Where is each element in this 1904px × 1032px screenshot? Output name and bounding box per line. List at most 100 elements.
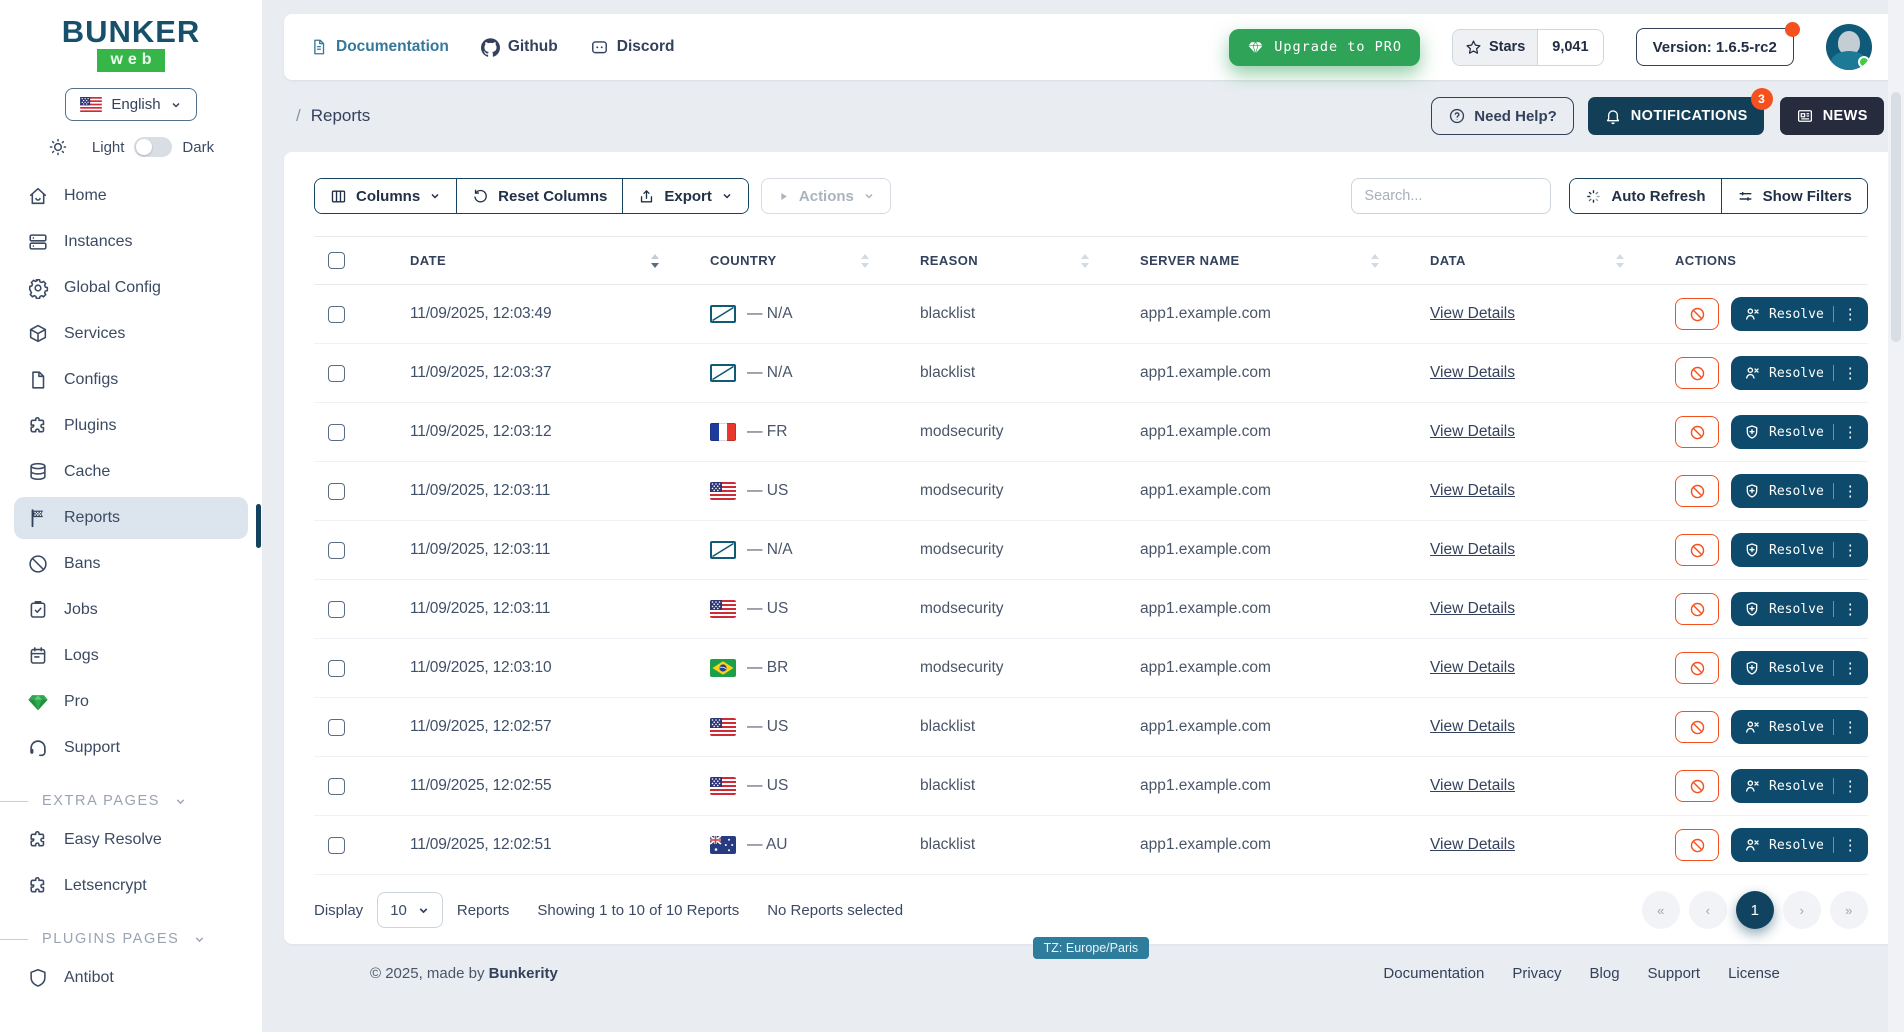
need-help-button[interactable]: Need Help? xyxy=(1431,97,1574,135)
scrollbar-thumb[interactable] xyxy=(1891,92,1901,342)
view-details-link[interactable]: View Details xyxy=(1430,364,1516,381)
row-checkbox[interactable] xyxy=(328,423,345,441)
footer-link-support[interactable]: Support xyxy=(1647,964,1701,982)
kebab-menu-icon[interactable]: ⋮ xyxy=(1842,717,1858,736)
sidebar-item-support[interactable]: Support xyxy=(14,727,248,769)
sidebar-item-configs[interactable]: Configs xyxy=(14,359,248,401)
ban-report-button[interactable] xyxy=(1675,711,1719,743)
row-checkbox[interactable] xyxy=(328,305,345,323)
documentation-link[interactable]: Documentation xyxy=(310,38,449,56)
notifications-button[interactable]: NOTIFICATIONS 3 xyxy=(1587,88,1773,135)
kebab-menu-icon[interactable]: ⋮ xyxy=(1842,540,1858,559)
ban-report-button[interactable] xyxy=(1675,534,1719,566)
resolve-button[interactable]: Resolve ⋮ xyxy=(1731,710,1868,744)
kebab-menu-icon[interactable]: ⋮ xyxy=(1842,363,1858,382)
resolve-button[interactable]: Resolve ⋮ xyxy=(1731,592,1868,626)
footer-link-license[interactable]: License xyxy=(1728,964,1780,982)
bunkerity-link[interactable]: Bunkerity xyxy=(488,964,558,982)
first-page-button[interactable]: « xyxy=(1641,891,1680,929)
resolve-button[interactable]: Resolve ⋮ xyxy=(1731,297,1868,331)
sidebar-item-antibot[interactable]: Antibot xyxy=(14,957,248,999)
footer-link-documentation[interactable]: Documentation xyxy=(1383,964,1485,982)
sidebar-item-jobs[interactable]: Jobs xyxy=(14,589,248,631)
discord-link[interactable]: Discord xyxy=(590,38,674,57)
select-all-checkbox[interactable] xyxy=(328,252,345,269)
row-checkbox[interactable] xyxy=(328,718,345,736)
resolve-button[interactable]: Resolve ⋮ xyxy=(1731,474,1868,508)
sidebar-item-easy-resolve[interactable]: Easy Resolve xyxy=(14,819,248,861)
column-header-data[interactable]: DATA xyxy=(1406,253,1651,269)
sidebar-item-logs[interactable]: Logs xyxy=(14,635,248,677)
user-avatar[interactable] xyxy=(1825,24,1872,70)
kebab-menu-icon[interactable]: ⋮ xyxy=(1842,658,1858,677)
ban-report-button[interactable] xyxy=(1675,298,1719,330)
ban-report-button[interactable] xyxy=(1675,593,1719,625)
sidebar-item-instances[interactable]: Instances xyxy=(14,221,248,263)
show-filters-button[interactable]: Show Filters xyxy=(1721,179,1867,213)
prev-page-button[interactable]: ‹ xyxy=(1688,891,1727,929)
sidebar-item-global-config[interactable]: Global Config xyxy=(14,267,248,309)
sidebar-item-services[interactable]: Services xyxy=(14,313,248,355)
ban-report-button[interactable] xyxy=(1675,770,1719,802)
ban-report-button[interactable] xyxy=(1675,475,1719,507)
view-details-link[interactable]: View Details xyxy=(1430,718,1516,735)
actions-button-disabled[interactable]: Actions xyxy=(760,178,891,214)
kebab-menu-icon[interactable]: ⋮ xyxy=(1842,304,1858,323)
ban-report-button[interactable] xyxy=(1675,416,1719,448)
view-details-link[interactable]: View Details xyxy=(1430,659,1516,676)
row-checkbox[interactable] xyxy=(328,482,345,500)
next-page-button[interactable]: › xyxy=(1782,891,1821,929)
auto-refresh-button[interactable]: Auto Refresh xyxy=(1570,179,1722,213)
search-input[interactable] xyxy=(1351,178,1552,214)
kebab-menu-icon[interactable]: ⋮ xyxy=(1842,776,1858,795)
column-header-server-name[interactable]: SERVER NAME xyxy=(1116,253,1406,269)
sidebar-item-plugins[interactable]: Plugins xyxy=(14,405,248,447)
view-details-link[interactable]: View Details xyxy=(1430,482,1516,499)
export-button[interactable]: Export xyxy=(623,179,748,213)
sidebar-scrollbar-thumb[interactable] xyxy=(256,504,261,548)
column-header-reason[interactable]: REASON xyxy=(896,253,1116,269)
upgrade-to-pro-button[interactable]: Upgrade to PRO xyxy=(1229,28,1420,66)
sidebar-item-bans[interactable]: Bans xyxy=(14,543,248,585)
resolve-button[interactable]: Resolve ⋮ xyxy=(1731,356,1868,390)
kebab-menu-icon[interactable]: ⋮ xyxy=(1842,835,1858,854)
footer-link-blog[interactable]: Blog xyxy=(1589,964,1620,982)
row-checkbox[interactable] xyxy=(328,659,345,677)
kebab-menu-icon[interactable]: ⋮ xyxy=(1842,422,1858,441)
column-header-date[interactable]: DATE xyxy=(386,253,686,269)
resolve-button[interactable]: Resolve ⋮ xyxy=(1731,533,1868,567)
columns-button[interactable]: Columns xyxy=(315,179,458,213)
row-checkbox[interactable] xyxy=(328,777,345,795)
github-link[interactable]: Github xyxy=(480,37,558,57)
view-details-link[interactable]: View Details xyxy=(1430,423,1516,440)
ban-report-button[interactable] xyxy=(1675,357,1719,389)
reset-columns-button[interactable]: Reset Columns xyxy=(457,179,624,213)
sidebar-item-letsencrypt[interactable]: Letsencrypt xyxy=(14,865,248,907)
row-checkbox[interactable] xyxy=(328,600,345,618)
resolve-button[interactable]: Resolve ⋮ xyxy=(1731,769,1868,803)
view-details-link[interactable]: View Details xyxy=(1430,305,1516,322)
news-button[interactable]: NEWS xyxy=(1779,97,1884,135)
resolve-button[interactable]: Resolve ⋮ xyxy=(1731,415,1868,449)
sidebar-item-reports[interactable]: Reports xyxy=(14,497,248,539)
row-checkbox[interactable] xyxy=(328,364,345,382)
footer-link-privacy[interactable]: Privacy xyxy=(1512,964,1562,982)
sidebar-item-pro[interactable]: Pro xyxy=(14,681,248,723)
version-indicator[interactable]: Version: 1.6.5-rc2 xyxy=(1635,22,1800,66)
language-selector[interactable]: English xyxy=(65,88,197,121)
page-scrollbar[interactable] xyxy=(1888,0,1904,1032)
view-details-link[interactable]: View Details xyxy=(1430,600,1516,617)
kebab-menu-icon[interactable]: ⋮ xyxy=(1842,599,1858,618)
sidebar-item-home[interactable]: Home xyxy=(14,175,248,217)
sidebar-item-cache[interactable]: Cache xyxy=(14,451,248,493)
ban-report-button[interactable] xyxy=(1675,652,1719,684)
page-1-button[interactable]: 1 xyxy=(1735,891,1774,929)
theme-toggle[interactable] xyxy=(134,137,173,157)
view-details-link[interactable]: View Details xyxy=(1430,777,1516,794)
view-details-link[interactable]: View Details xyxy=(1430,541,1516,558)
section-extra-pages[interactable]: EXTRA PAGES xyxy=(0,793,248,809)
row-checkbox[interactable] xyxy=(328,836,345,854)
github-stars-widget[interactable]: Stars 9,041 xyxy=(1451,28,1604,66)
resolve-button[interactable]: Resolve ⋮ xyxy=(1731,828,1868,862)
view-details-link[interactable]: View Details xyxy=(1430,836,1516,853)
